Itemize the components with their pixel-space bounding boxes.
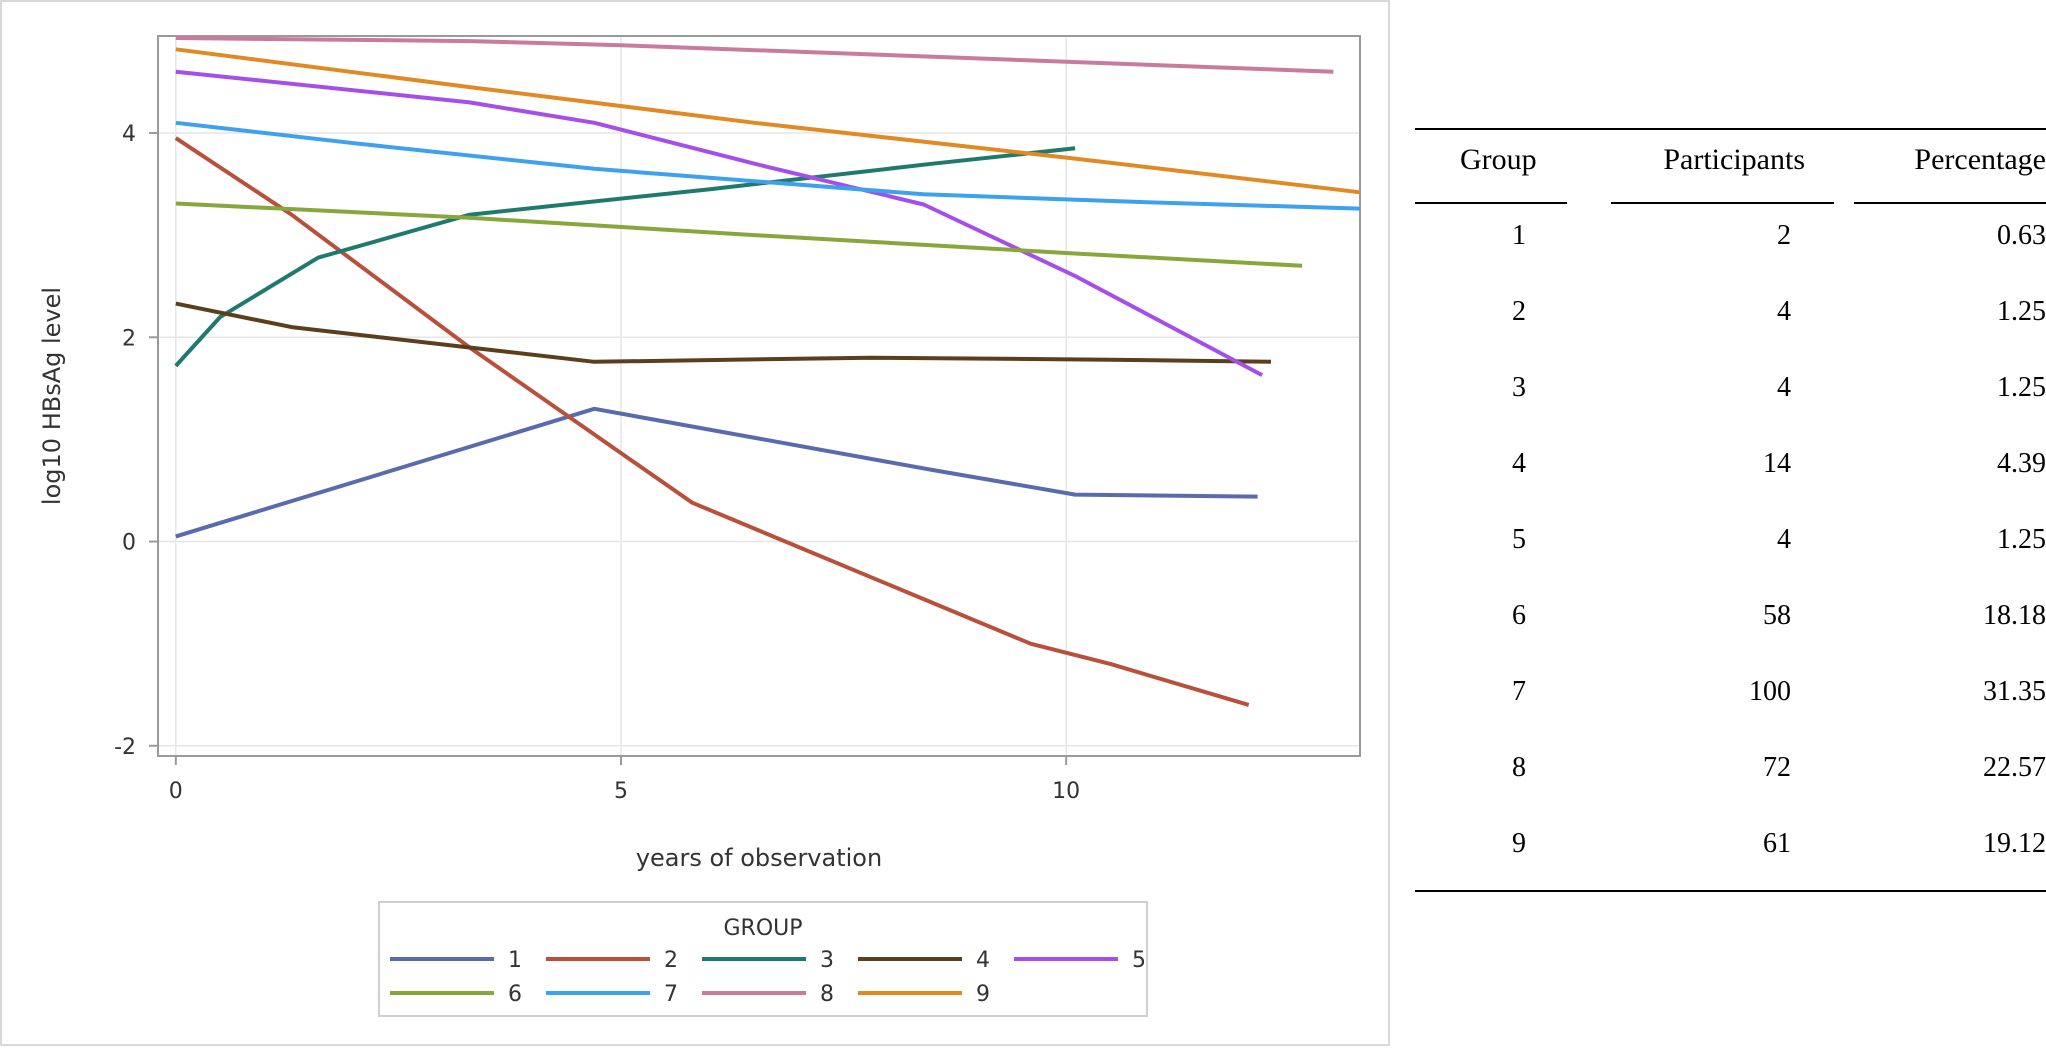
cell-percentage: 19.12 <box>1983 828 2046 859</box>
series-line-6 <box>175 201 1303 268</box>
cell-percentage: 22.57 <box>1983 752 2046 783</box>
series-line-5 <box>175 69 1264 377</box>
legend-label-8: 8 <box>820 982 834 1007</box>
table-top-rule <box>1415 128 2046 130</box>
table-header: Group Participants Percentage <box>1415 128 2046 206</box>
cell-percentage: 0.63 <box>1997 220 2046 251</box>
series-line-4 <box>175 301 1272 364</box>
header-rule-percentage <box>1854 202 2046 204</box>
table-row: 7 100 31.35 <box>1415 662 2046 738</box>
series-line-3 <box>174 146 1076 368</box>
table-row: 4 14 4.39 <box>1415 434 2046 510</box>
cell-participants: 4 <box>1777 372 1791 403</box>
table-row: 5 4 1.25 <box>1415 510 2046 586</box>
y-tick-label: 2 <box>122 326 136 351</box>
cell-group: 3 <box>1512 372 1526 403</box>
x-tick-label: 10 <box>1052 779 1080 804</box>
cell-percentage: 31.35 <box>1983 676 2046 707</box>
legend-label-6: 6 <box>508 982 522 1007</box>
cell-group: 8 <box>1512 752 1526 783</box>
cell-group: 1 <box>1512 220 1526 251</box>
legend-label-9: 9 <box>976 982 990 1007</box>
cell-group: 6 <box>1512 600 1526 631</box>
legend-label-1: 1 <box>508 948 522 973</box>
cell-participants: 2 <box>1777 220 1791 251</box>
table-row: 1 2 0.63 <box>1415 206 2046 282</box>
legend-label-4: 4 <box>976 948 990 973</box>
legend-label-7: 7 <box>664 982 678 1007</box>
table-row: 8 72 22.57 <box>1415 738 2046 814</box>
header-participants: Participants <box>1663 143 1805 176</box>
y-tick-label: -2 <box>114 735 136 760</box>
table-row: 2 4 1.25 <box>1415 282 2046 358</box>
line-chart: 0 5 10 4 2 0 -2 years of observation log10 HBsAg… <box>38 35 1361 1017</box>
plot-area <box>158 36 1360 756</box>
table-row: 6 58 18.18 <box>1415 586 2046 662</box>
cell-group: 7 <box>1512 676 1526 707</box>
plot-frame <box>157 35 1361 757</box>
cell-participants: 58 <box>1763 600 1791 631</box>
cell-participants: 4 <box>1777 524 1791 555</box>
cell-participants: 61 <box>1763 828 1791 859</box>
series-line-7 <box>175 120 1361 211</box>
table-bottom-rule <box>1415 890 2046 892</box>
cell-participants: 4 <box>1777 296 1791 327</box>
cell-group: 2 <box>1512 296 1526 327</box>
cell-percentage: 1.25 <box>1997 296 2046 327</box>
cell-percentage: 1.25 <box>1997 524 2046 555</box>
x-tick-label: 5 <box>614 779 628 804</box>
table-row: 9 61 19.12 <box>1415 814 2046 890</box>
legend-label-3: 3 <box>820 948 834 973</box>
series-line-9 <box>175 47 1361 195</box>
cell-percentage: 1.25 <box>1997 372 2046 403</box>
legend-label-5: 5 <box>1132 948 1146 973</box>
cell-participants: 14 <box>1763 448 1791 479</box>
header-percentage: Percentage <box>1914 143 2046 176</box>
cell-participants: 72 <box>1763 752 1791 783</box>
y-axis-label: log10 HBsAg level <box>38 287 66 505</box>
cell-group: 5 <box>1512 524 1526 555</box>
y-tick-label: 4 <box>122 122 136 147</box>
chart-panel: 0 5 10 4 2 0 -2 years of observation log10 HBsAg… <box>0 0 1390 1046</box>
group-table: Group Participants Percentage 1 2 0.63 2 4 1.… <box>1415 128 2046 892</box>
header-rule-participants <box>1611 202 1834 204</box>
legend-title: GROUP <box>723 916 802 941</box>
series-line-1 <box>175 406 1258 539</box>
table-row: 3 4 1.25 <box>1415 358 2046 434</box>
cell-percentage: 18.18 <box>1983 600 2046 631</box>
cell-group: 9 <box>1512 828 1526 859</box>
x-axis-label: years of observation <box>636 844 882 872</box>
cell-participants: 100 <box>1749 676 1791 707</box>
series-line-2 <box>174 136 1250 707</box>
y-tick-label: 0 <box>122 531 136 556</box>
table-body: 1 2 0.63 2 4 1.25 3 4 1.25 4 14 4.39 5 4 1.25 6 58 18.18 7… <box>1415 206 2046 890</box>
header-group: Group <box>1460 143 1537 176</box>
header-rule-group <box>1415 202 1567 204</box>
cell-percentage: 4.39 <box>1997 448 2046 479</box>
series-line-8 <box>175 36 1334 74</box>
cell-group: 4 <box>1512 448 1526 479</box>
legend-label-2: 2 <box>664 948 678 973</box>
x-tick-label: 0 <box>169 779 183 804</box>
